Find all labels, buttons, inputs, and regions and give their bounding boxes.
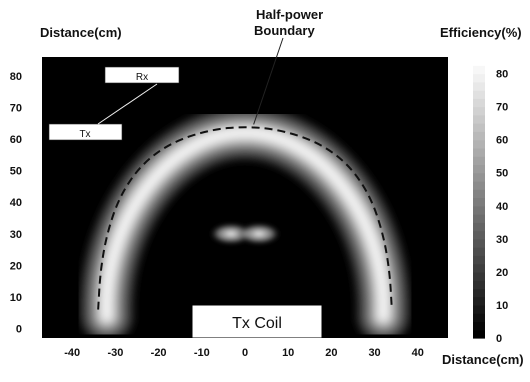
colorbar-segment	[473, 65, 485, 75]
colorbar-segment	[473, 147, 485, 157]
colorbar-segment	[473, 271, 485, 281]
colorbar-tick-label: 0	[496, 333, 502, 345]
colorbar-tick-label: 70	[496, 102, 508, 114]
colorbar-segment	[473, 238, 485, 248]
y-tick-label: 50	[10, 166, 22, 178]
colorbar-segment	[473, 255, 485, 265]
colorbar-segment	[473, 57, 485, 66]
y-tick-label: 30	[10, 229, 22, 241]
plot-area	[42, 57, 448, 343]
colorbar-segment	[473, 180, 485, 190]
colorbar-tick-label: 20	[496, 267, 508, 279]
x-tick-label: 10	[282, 347, 294, 359]
y-tick-label: 0	[16, 324, 22, 336]
y-axis-label: Distance(cm)	[40, 25, 122, 40]
x-axis-label: Distance(cm)	[442, 352, 524, 367]
colorbar-segment	[473, 247, 485, 256]
colorbar-segment	[473, 156, 485, 166]
colorbar-segment	[473, 106, 485, 116]
x-tick-label: -20	[151, 347, 167, 359]
colorbar-segment	[473, 81, 485, 91]
x-tick-label: -40	[64, 347, 80, 359]
y-tick-label: 20	[10, 260, 22, 272]
efficiency-ridge-band-4	[103, 129, 387, 320]
colorbar-tick-label: 50	[496, 168, 508, 180]
colorbar-segment	[473, 263, 485, 273]
colorbar: 0 10 20 30 40 50 60 70 80	[473, 57, 508, 345]
y-tick-label: 60	[10, 134, 22, 146]
colorbar-segment	[473, 189, 485, 199]
half-power-label-line1: Half-power	[256, 7, 323, 22]
colorbar-tick-label: 40	[496, 201, 508, 213]
colorbar-tick-label: 80	[496, 69, 508, 81]
tx-rx-link-line	[97, 83, 158, 125]
colorbar-segment	[473, 197, 485, 207]
colorbar-tick-label: 30	[496, 234, 508, 246]
tx-label: Tx	[79, 129, 90, 140]
tx-coil-label: Tx Coil	[232, 315, 282, 332]
colorbar-segment	[473, 139, 485, 149]
x-tick-label: 20	[325, 347, 337, 359]
rx-label-box	[104, 66, 180, 84]
colorbar-segment	[473, 114, 485, 124]
colorbar-label: Efficiency(%)	[440, 25, 522, 40]
colorbar-tick-label: 10	[496, 300, 508, 312]
colorbar-segment	[473, 321, 485, 331]
colorbar-segment	[473, 329, 485, 339]
colorbar-segment	[473, 73, 485, 83]
colorbar-segment	[473, 313, 485, 323]
x-tick-label: -10	[194, 347, 210, 359]
axes: -40 -30 -20 -10 0 10 20 30 40 0 10 20 30 40 50 60 70 80	[10, 71, 424, 359]
half-power-leader-line	[253, 37, 284, 125]
colorbar-segment	[473, 205, 485, 215]
x-tick-label: 30	[368, 347, 380, 359]
colorbar-segment	[473, 172, 485, 182]
x-tick-label: 0	[242, 347, 248, 359]
center-lobe	[209, 222, 281, 245]
efficiency-ridge	[80, 106, 410, 343]
annotations: Rx Tx Tx Coil	[48, 66, 322, 338]
colorbar-segment	[473, 230, 485, 240]
colorbar-segment	[473, 164, 485, 174]
rx-label: Rx	[136, 72, 148, 83]
half-power-boundary	[97, 37, 393, 310]
half-power-label-line2: Boundary	[254, 23, 315, 38]
colorbar-segment	[473, 304, 485, 314]
y-tick-label: 40	[10, 197, 22, 209]
y-tick-label: 80	[10, 71, 22, 83]
colorbar-segment	[473, 123, 485, 132]
x-tick-label: -30	[107, 347, 123, 359]
tx-coil-box	[192, 305, 322, 338]
colorbar-segment	[473, 131, 485, 141]
y-tick-label: 10	[10, 292, 22, 304]
half-power-boundary-curve	[97, 126, 393, 310]
colorbar-tick-label: 60	[496, 135, 508, 147]
colorbar-segment	[473, 90, 485, 99]
colorbar-segment	[473, 214, 485, 223]
colorbar-segment	[473, 288, 485, 298]
colorbar-segment	[473, 98, 485, 108]
colorbar-segment	[473, 296, 485, 306]
center-lobe-right	[237, 222, 281, 245]
colorbar-segment	[473, 280, 485, 290]
y-tick-label: 70	[10, 103, 22, 115]
tx-label-box	[48, 123, 123, 141]
x-tick-label: 40	[412, 347, 424, 359]
colorbar-segment	[473, 222, 485, 232]
